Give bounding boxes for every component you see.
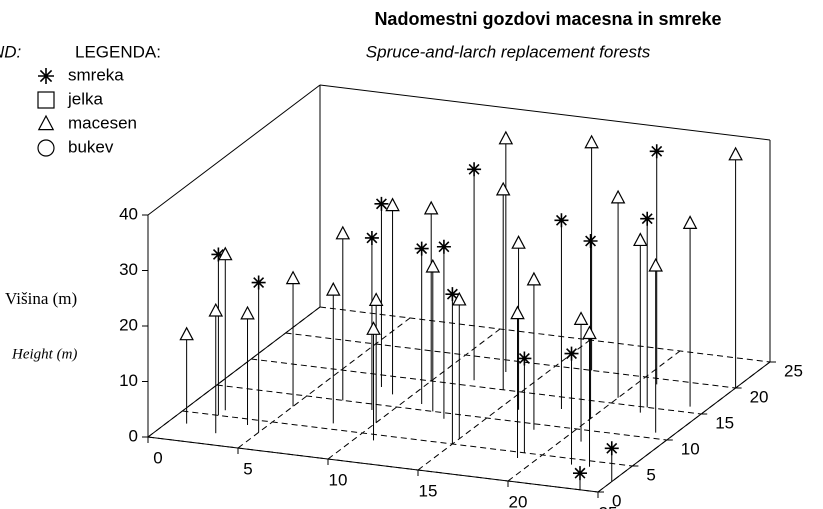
legend-label: macesen [68,113,137,132]
y-tick-label: 25 [784,361,803,380]
y-tick-label: 0 [612,491,621,509]
marker [211,247,226,262]
y-tick-label: 10 [681,439,700,458]
marker [584,134,599,149]
chart-title: Nadomestni gozdovi macesna in smreke [374,9,721,29]
marker [649,144,664,159]
x-tick-label: 20 [509,492,528,509]
legend-label: bukev [68,137,114,156]
marker [610,189,626,204]
marker [604,441,619,456]
marker [467,162,482,177]
marker [179,326,194,341]
marker [374,196,389,211]
grid-line [327,328,501,460]
marker [425,258,441,273]
grid-line [285,332,736,389]
y-tick-label: 5 [646,465,655,484]
x-tick-label: 15 [419,481,438,500]
legend-marker [37,139,55,157]
box-edge [147,84,321,216]
z-axis-label-en: Height (m) [11,346,77,362]
box-edge [319,84,771,141]
z-tick-label: 10 [119,371,138,390]
marker [414,241,429,256]
marker [325,281,341,296]
chart-subtitle: Spruce-and-larch replacement forests [366,42,651,61]
box-edge [147,306,321,438]
marker [495,181,511,196]
legend-label: jelka [67,89,104,108]
grid-line [237,317,411,449]
marker [728,146,743,161]
marker [498,130,514,145]
marker [564,346,579,361]
grid-line [182,410,633,467]
z-tick-label: 20 [119,315,138,334]
grid-line [251,358,702,415]
marker [583,234,598,248]
y-tick-label: 15 [715,413,734,432]
z-tick-label: 40 [119,204,138,223]
grid-line [319,306,771,363]
x-tick-label: 5 [243,459,252,478]
marker [682,215,698,229]
box-edge [147,436,599,493]
legend-marker [38,68,54,84]
marker [633,232,648,247]
z-tick-label: 0 [129,426,138,445]
x-tick-label: 10 [329,470,348,489]
marker [436,239,451,254]
grid-line [216,384,667,441]
z-axis-label: Višina (m) [5,289,77,308]
marker [366,321,381,335]
marker [208,302,224,317]
marker [648,257,663,272]
grid-line [507,350,681,482]
legend-title: LEGENDA: [75,42,161,61]
x-tick-label: 0 [153,448,162,467]
marker [423,200,439,215]
marker [217,246,233,261]
marker [517,351,532,366]
marker [510,305,525,320]
marker [640,211,655,226]
marker [251,275,266,290]
legend-title-en: ND: [0,42,22,61]
z-tick-label: 30 [119,260,138,279]
legend-label: smreka [68,65,124,84]
marker [526,271,542,286]
marker [582,325,597,340]
grid-line [417,339,591,471]
marker [335,225,351,240]
marker [445,287,460,302]
legend-marker [37,114,55,131]
marker [573,311,589,325]
x-tick-label: 25 [599,503,618,509]
legend-marker [37,91,55,109]
marker [285,270,301,285]
marker [364,230,379,245]
marker [240,305,255,320]
marker [451,291,467,306]
y-tick-label: 20 [750,387,769,406]
box-edge [597,361,771,493]
marker [554,213,569,228]
marker [385,197,400,212]
marker [511,235,526,249]
marker [368,292,384,306]
marker [573,466,587,481]
